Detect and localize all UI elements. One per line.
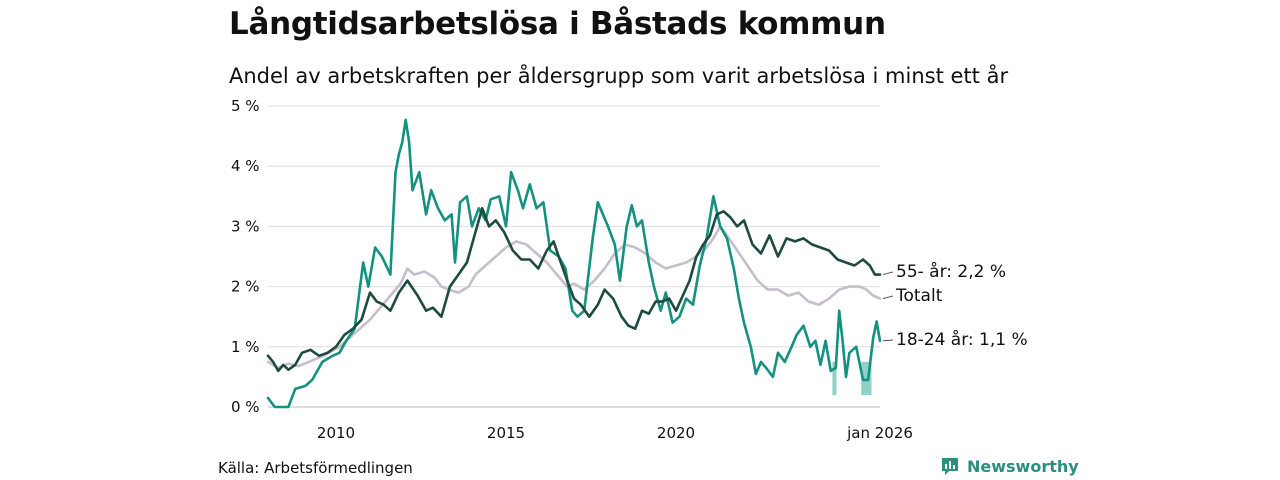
y-tick-label: 0 % [231, 398, 260, 416]
x-tick-label: 2015 [487, 424, 525, 442]
series-line-18-24-r [266, 118, 882, 409]
x-axis: 2010 2015 2020 jan 2026 [268, 406, 913, 442]
uncertainty-band [861, 361, 872, 395]
x-tick-label: 2020 [657, 424, 695, 442]
series-end-label: 18-24 år: 1,1 % [896, 329, 1028, 350]
y-tick-label: 2 % [231, 278, 260, 296]
uncertainty-band [832, 361, 837, 395]
x-tick-label: 2010 [317, 424, 355, 442]
chart-subtitle: Andel av arbetskraften per åldersgrupp s… [229, 64, 1009, 88]
series-line-totalt [266, 225, 882, 370]
series-lines [266, 118, 882, 409]
y-axis: 0 % 1 % 2 % 3 % 4 % 5 % [231, 97, 260, 416]
uncertainty-bands [832, 361, 872, 395]
series-line-55-r [266, 207, 882, 373]
y-tick-label: 3 % [231, 217, 260, 235]
y-tick-label: 4 % [231, 157, 260, 175]
x-tick-label: jan 2026 [846, 424, 913, 442]
series-end-label: 55- år: 2,2 % [896, 261, 1006, 282]
gridlines [268, 105, 880, 408]
brand-logo: Newsworthy [940, 456, 1079, 476]
label-leader-line [882, 339, 894, 342]
series-end-label: Totalt [895, 286, 943, 306]
end-labels: Totalt 18-24 år: 1,1 % 55- år: 2,2 % [882, 261, 1028, 350]
newsworthy-logo-icon [942, 458, 958, 475]
label-leader-line [882, 271, 894, 276]
y-tick-label: 1 % [231, 338, 260, 356]
brand-name: Newsworthy [967, 456, 1079, 476]
y-tick-label: 5 % [231, 97, 260, 115]
label-leader-line [882, 295, 894, 300]
chart-title: Långtidsarbetslösa i Båstads kommun [229, 6, 886, 42]
source-note: Källa: Arbetsförmedlingen [218, 459, 413, 477]
line-chart: 0 %1 %2 %3 %4 %5 % 2010 2015 2020 jan 2026 … [231, 97, 1028, 442]
